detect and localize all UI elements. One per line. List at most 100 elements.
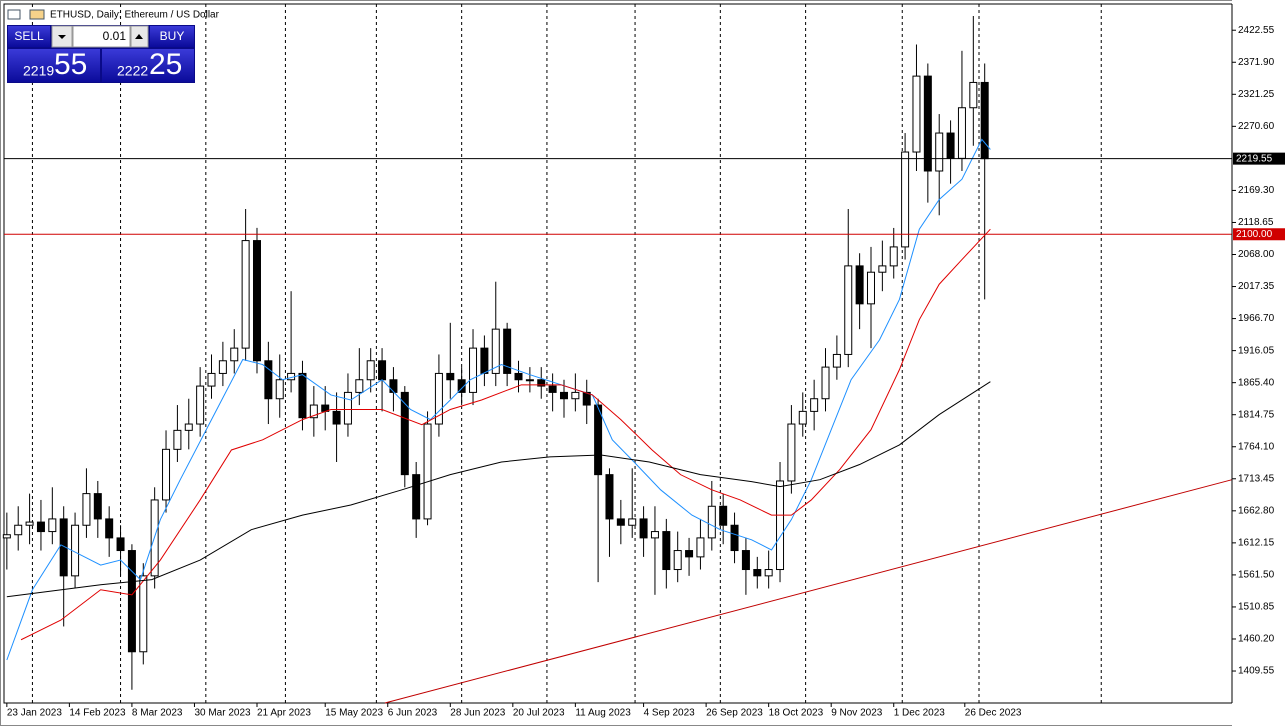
candle-body (82, 493, 91, 526)
candle-body (753, 569, 762, 577)
candle-body (514, 372, 523, 381)
candle-body (25, 521, 34, 526)
candle-body (571, 391, 580, 400)
sell-button[interactable] (8, 26, 50, 47)
candle-body (275, 379, 284, 400)
y-tick-label: 2017.35 (1238, 281, 1275, 292)
candle-body (559, 391, 568, 400)
candle-body (412, 474, 421, 520)
candle-body (776, 480, 785, 571)
candle-body (162, 448, 171, 501)
y-tick-label: 2321.25 (1238, 89, 1275, 100)
candle-body (889, 246, 898, 267)
sell-price-main: 2219 (23, 63, 54, 79)
symbol-icon[interactable] (29, 9, 45, 20)
candle-body (662, 531, 671, 571)
menu-icon[interactable] (7, 9, 21, 20)
x-tick-label: 6 Jun 2023 (388, 708, 438, 719)
candle-body (923, 75, 932, 172)
x-tick-label: 18 Oct 2023 (769, 708, 824, 719)
candle-body (184, 423, 193, 431)
candle-body (503, 328, 512, 374)
candle-body (378, 360, 387, 381)
candle-body (764, 569, 773, 577)
candle-body (844, 265, 853, 355)
x-tick-label: 4 Sep 2023 (644, 708, 696, 719)
y-tick-label: 1409.55 (1238, 666, 1275, 677)
candle-body (821, 366, 830, 400)
candle-body (241, 240, 250, 349)
candle-body (434, 372, 443, 425)
candle-body (537, 379, 546, 387)
x-tick-label: 28 Jun 2023 (450, 708, 505, 719)
candle-body (230, 347, 239, 362)
price-tag (1233, 152, 1285, 165)
moving-average (20, 228, 991, 641)
candle-body (59, 518, 68, 577)
buy-label[interactable]: BUY (160, 29, 185, 43)
y-tick-label: 1612.15 (1238, 538, 1275, 549)
moving-average (6, 381, 991, 598)
price-tag (1233, 228, 1285, 241)
lot-input[interactable] (72, 25, 131, 48)
y-tick-label: 1916.05 (1238, 345, 1275, 356)
y-tick-label: 2118.65 (1238, 217, 1274, 228)
candle-body (105, 518, 114, 539)
y-tick-label: 2068.00 (1238, 249, 1275, 260)
candle-body (207, 372, 216, 387)
candle-body (855, 265, 864, 305)
candle-body (616, 518, 625, 526)
candle-body (355, 379, 364, 393)
candle-body (480, 347, 489, 374)
x-tick-label: 1 Dec 2023 (894, 708, 946, 719)
candle-body (787, 423, 796, 482)
x-tick-label: 9 Nov 2023 (831, 708, 883, 719)
candle-body (957, 107, 966, 159)
lot-value[interactable]: 0.01 (103, 29, 127, 43)
candle-body (719, 505, 728, 526)
y-tick-label: 1865.40 (1238, 377, 1275, 388)
candle-body (491, 328, 500, 374)
sell-price-box[interactable] (8, 49, 100, 82)
candle-body (730, 524, 739, 552)
candle-body (628, 518, 637, 526)
candle-body (14, 524, 23, 536)
y-tick-label: 2422.55 (1238, 25, 1275, 36)
y-tick-label: 1764.10 (1238, 441, 1275, 452)
candle-body (582, 391, 591, 406)
x-tick-label: 15 May 2023 (325, 708, 383, 719)
candle-body (594, 404, 603, 476)
candle-body (912, 75, 921, 153)
candle-body (798, 410, 807, 425)
x-tick-label: 8 Mar 2023 (132, 708, 183, 719)
x-tick-label: 11 Aug 2023 (575, 708, 631, 719)
candle-body (946, 132, 955, 159)
candle-body (343, 391, 352, 425)
sell-label[interactable]: SELL (14, 29, 44, 43)
candle-body (866, 271, 875, 305)
candle-body (93, 493, 102, 520)
candle-body (48, 518, 57, 533)
moving-average (6, 138, 991, 661)
candle-body (741, 550, 750, 571)
candle-body (2, 534, 11, 539)
moving-average (384, 479, 1233, 704)
candle-body (389, 379, 398, 393)
x-tick-label: 23 Jan 2023 (7, 708, 62, 719)
y-tick-label: 1966.70 (1238, 313, 1275, 324)
buy-button[interactable] (150, 26, 194, 47)
candle-body (707, 505, 716, 539)
candle-body (901, 151, 910, 248)
candle-body (36, 521, 45, 533)
buy-price-box[interactable] (102, 49, 194, 82)
candle-body (457, 379, 466, 393)
price-axis-bg (1232, 0, 1287, 726)
y-tick-label: 1713.45 (1238, 473, 1275, 484)
y-tick-label: 2169.30 (1238, 185, 1275, 196)
candle-body (673, 550, 682, 571)
candle-body (525, 379, 534, 382)
y-tick-label: 1510.85 (1238, 602, 1275, 613)
